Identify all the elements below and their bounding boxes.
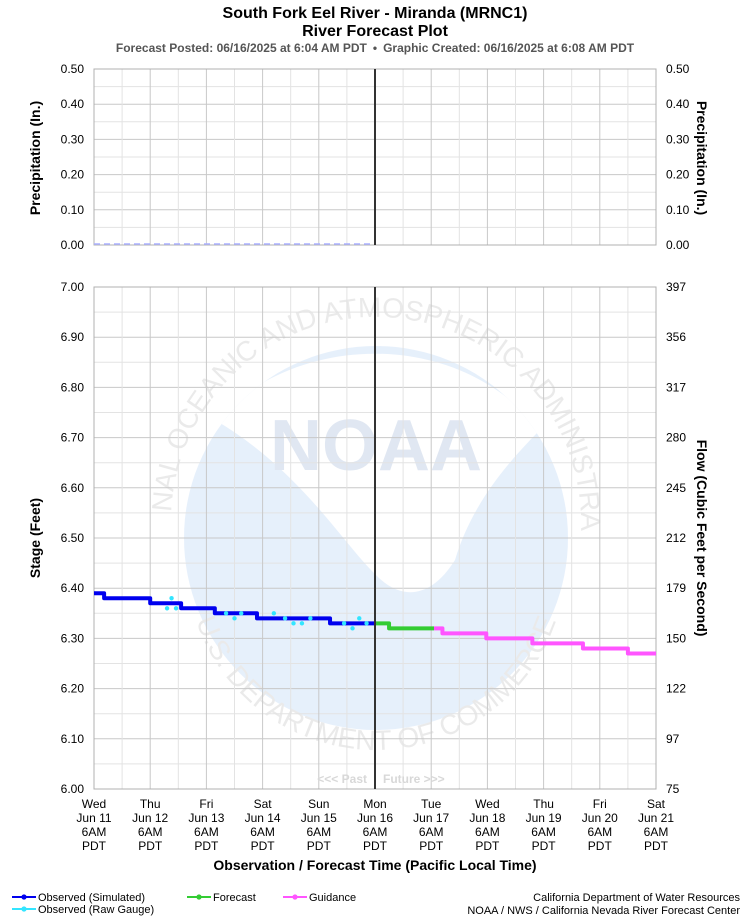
x-tick-label: Tue Jun 17 6AM PDT <box>413 797 449 853</box>
raw-gauge-point <box>364 621 369 626</box>
guidance-line <box>434 626 656 656</box>
posted-created-line: Forecast Posted: 06/16/2025 at 6:04 AM P… <box>116 41 635 55</box>
legend-swatch-marker <box>21 906 27 912</box>
x-tick-label: Sat Jun 21 6AM PDT <box>638 797 674 853</box>
legend-swatch-marker <box>196 894 202 900</box>
raw-gauge-point <box>299 621 305 626</box>
stage-y-tick-label: 6.60 <box>61 481 85 495</box>
legend-item-guidance: Guidance <box>283 892 356 904</box>
raw-gauge-point <box>271 611 277 616</box>
x-tick-label: Mon Jun 16 6AM PDT <box>357 797 393 853</box>
future-label: Future >>> <box>383 772 445 786</box>
precip-y2-tick-label: 0.40 <box>666 97 690 111</box>
stage-y2-tick-label: 317 <box>666 380 686 394</box>
x-tick-label: Thu Jun 19 6AM PDT <box>526 797 562 853</box>
stage-y2-tick-label: 75 <box>666 782 680 796</box>
forecast-posted-text: Forecast Posted: 06/16/2025 at 6:04 AM P… <box>116 41 368 55</box>
forecast-line <box>375 621 435 631</box>
precip-y2-tick-label: 0.20 <box>666 168 690 182</box>
precip-y2-tick-label: 0.10 <box>666 203 690 217</box>
x-tick-label: Sun Jun 15 6AM PDT <box>301 797 337 853</box>
legend-label: Observed (Simulated) <box>38 892 145 904</box>
stage-y2-tick-label: 122 <box>666 682 686 696</box>
credit-cnrfc: NOAA / NWS / California Nevada River For… <box>467 905 740 917</box>
x-tick-label: Wed Jun 11 6AM PDT <box>76 797 111 853</box>
stage-y2-tick-label: 212 <box>666 531 686 545</box>
x-tick-label: Fri Jun 20 6AM PDT <box>582 797 618 853</box>
stage-y2-tick-label: 245 <box>666 481 686 495</box>
legend-label: Forecast <box>213 892 256 904</box>
stage-y-tick-label: 6.90 <box>61 330 85 344</box>
raw-gauge-point <box>341 621 347 626</box>
raw-gauge-point <box>232 616 237 621</box>
stage-y-tick-label: 6.70 <box>61 431 85 445</box>
chart-title: South Fork Eel River - Miranda (MRNC1) <box>223 5 528 22</box>
stage-y-tick-label: 6.10 <box>61 732 85 746</box>
raw-gauge-point <box>357 616 362 621</box>
x-tick-label: Fri Jun 13 6AM PDT <box>188 797 224 853</box>
legend: Observed (Simulated) Observed (Raw Gauge… <box>12 892 356 916</box>
stage-y2-tick-label: 150 <box>666 631 686 645</box>
precip-right-axis-label: Precipitation (In.) <box>694 101 710 215</box>
stage-y-tick-label: 6.20 <box>61 682 85 696</box>
precip-y-tick-label: 0.50 <box>61 62 85 76</box>
legend-label: Guidance <box>309 892 356 904</box>
precip-y-tick-label: 0.30 <box>61 132 85 146</box>
stage-y2-tick-label: 356 <box>666 330 686 344</box>
raw-gauge-point <box>350 626 355 631</box>
raw-gauge-point <box>239 611 244 616</box>
stage-y-tick-label: 7.00 <box>61 280 85 294</box>
stage-y2-tick-label: 97 <box>666 732 680 746</box>
x-axis-title: Observation / Forecast Time (Pacific Loc… <box>213 857 536 873</box>
raw-gauge-point <box>291 621 296 626</box>
stage-y-tick-label: 6.00 <box>61 782 85 796</box>
stage-y-tick-label: 6.30 <box>61 631 85 645</box>
legend-item-observed-raw: Observed (Raw Gauge) <box>12 904 154 916</box>
chart-subtitle: River Forecast Plot <box>302 23 449 40</box>
raw-gauge-point <box>223 611 229 616</box>
past-label: <<< Past <box>317 772 367 786</box>
stage-y-tick-label: 6.80 <box>61 380 85 394</box>
precip-y2-tick-label: 0.00 <box>666 238 690 252</box>
raw-gauge-point <box>308 616 313 621</box>
raw-gauge-point <box>173 606 179 611</box>
stage-y-tick-label: 6.40 <box>61 581 85 595</box>
watermark-bird-shape <box>215 353 540 593</box>
precip-left-axis-label: Precipitation (In.) <box>27 101 43 215</box>
legend-label: Observed (Raw Gauge) <box>38 904 154 916</box>
stage-y2-tick-label: 179 <box>666 581 686 595</box>
precip-y2-tick-label: 0.50 <box>666 62 690 76</box>
observed-simulated-line <box>94 591 375 626</box>
x-tick-label: Wed Jun 18 6AM PDT <box>469 797 505 853</box>
title-bullet: • <box>373 41 377 55</box>
legend-item-forecast: Forecast <box>187 892 256 904</box>
stage-y2-tick-label: 280 <box>666 431 686 445</box>
flow-right-axis-label: Flow (Cubic Feet per Second) <box>694 440 710 637</box>
x-tick-label: Sat Jun 14 6AM PDT <box>245 797 281 853</box>
precipitation-panel: 0.00 0.00 0.10 0.10 0.20 0.20 0.30 0.30 0.40 0.40… <box>27 62 710 252</box>
x-tick-label: Thu Jun 12 6AM PDT <box>132 797 168 853</box>
stage-left-axis-label: Stage (Feet) <box>27 498 43 578</box>
legend-item-observed-simulated: Observed (Simulated) <box>12 892 145 904</box>
precip-y2-tick-label: 0.30 <box>666 132 690 146</box>
precip-y-tick-label: 0.40 <box>61 97 85 111</box>
legend-swatch-marker <box>292 894 298 900</box>
stage-y-tick-label: 6.50 <box>61 531 85 545</box>
raw-gauge-point <box>282 616 288 621</box>
raw-gauge-point <box>169 596 174 601</box>
stage-y2-tick-label: 397 <box>666 280 686 294</box>
x-axis-ticks: Wed Jun 11 6AM PDT Thu Jun 12 6AM PDT Fri Jun 13 6… <box>76 797 674 853</box>
legend-swatch-marker <box>21 894 27 900</box>
credit-dwr: California Department of Water Resources <box>533 892 740 904</box>
precip-y-tick-label: 0.20 <box>61 168 85 182</box>
precip-y-tick-label: 0.10 <box>61 203 85 217</box>
precip-y-tick-label: 0.00 <box>61 238 85 252</box>
graphic-created-text: Graphic Created: 06/16/2025 at 6:08 AM P… <box>383 41 635 55</box>
stage-series <box>94 591 656 656</box>
raw-gauge-point <box>164 606 170 611</box>
